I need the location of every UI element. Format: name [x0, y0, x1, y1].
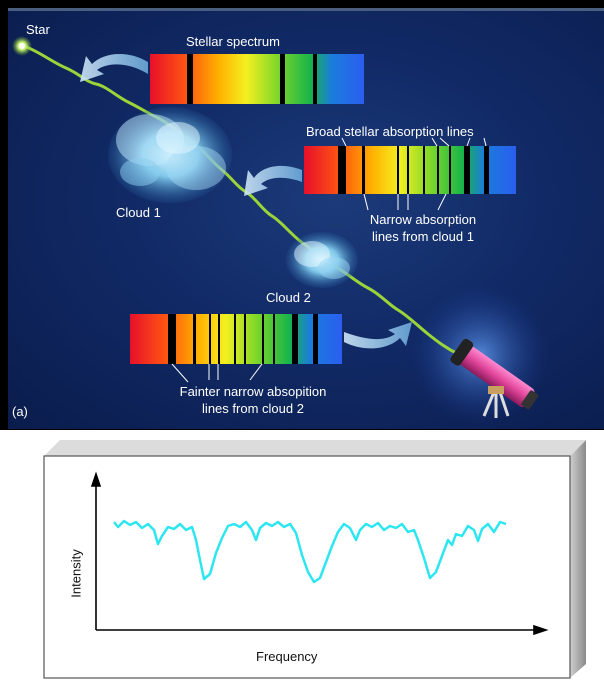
cloud-2-label: Cloud 2	[266, 290, 311, 305]
cloud-1-label: Cloud 1	[116, 205, 161, 220]
stellar-spectrum	[150, 54, 364, 104]
panel-b-tag: (b)	[6, 664, 22, 679]
narrow-lines-label-line-1: Narrow absorption	[369, 212, 477, 227]
star-icon	[19, 43, 25, 49]
fainter-lines-label-line-2: lines from cloud 2	[202, 401, 304, 416]
narrow-lines-leaders	[363, 193, 447, 211]
panel-b-box	[43, 440, 586, 679]
fainter-lines-label-line-1: Fainter narrow absopition	[179, 384, 327, 399]
x-axis-label: Frequency	[256, 649, 318, 664]
broad-lines-label: Broad stellar absorption lines	[306, 124, 474, 139]
y-axis-label: Intensity	[68, 549, 84, 598]
telescope-icon	[450, 338, 539, 418]
faint-absorption-spectrum	[130, 314, 342, 364]
narrow-lines-label-line-2: lines from cloud 1	[372, 229, 474, 244]
broad-absorption-spectrum	[304, 146, 516, 194]
cloud-2	[286, 232, 358, 288]
spectrum-intensity-line	[113, 519, 507, 584]
arrow-to-spectrum-2	[244, 165, 302, 196]
arrow-to-spectrum-3	[344, 322, 412, 349]
fainter-lines-leaders	[171, 363, 263, 383]
broad-lines-leaders	[341, 137, 487, 147]
arrow-to-spectrum-1	[80, 53, 148, 82]
panel-a-tag: (a)	[12, 404, 28, 419]
star-label: Star	[26, 22, 50, 37]
stellar-spectrum-label: Stellar spectrum	[186, 34, 280, 49]
axes	[90, 471, 549, 636]
cloud-1	[108, 107, 232, 203]
